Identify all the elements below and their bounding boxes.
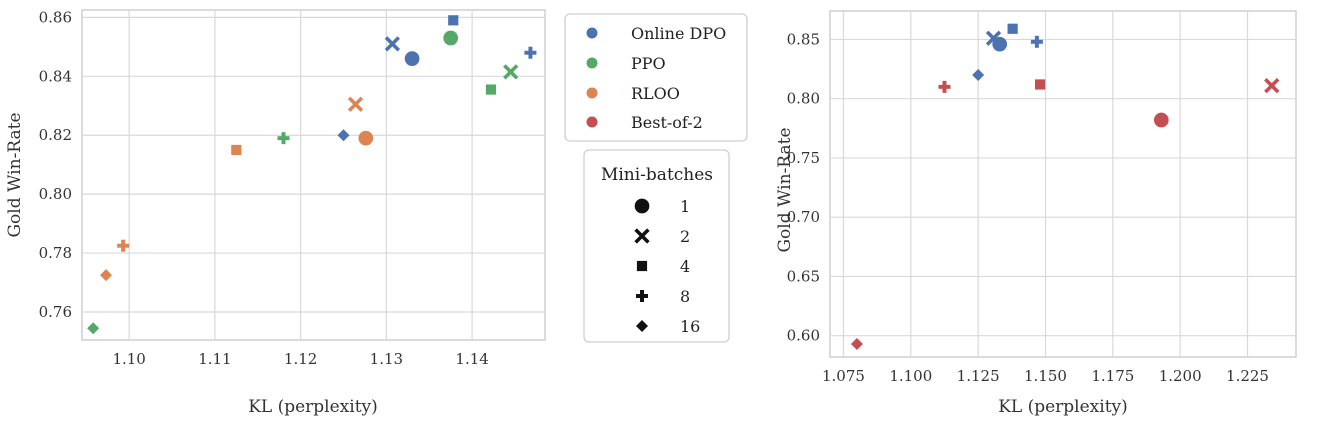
left-x-tick-label: 1.14	[455, 350, 488, 368]
left-x-tick-label: 1.11	[198, 350, 231, 368]
legend-marker-best-of-2	[586, 116, 598, 128]
right-x-tick-label: 1.150	[1024, 367, 1067, 385]
minibatch-legend-label-4: 4	[680, 257, 690, 276]
minibatch-legend-label-1: 1	[680, 197, 690, 216]
right-y-tick-label: 0.70	[787, 208, 820, 226]
minibatch-legend-marker-8	[636, 290, 648, 302]
right-x-tick-labels: 1.075 1.100 1.125 1.150 1.175 1.200 1.225	[822, 367, 1269, 385]
left-point-online-dpo-16	[337, 129, 350, 142]
left-plot-background	[81, 9, 546, 341]
left-point-ppo-1	[443, 30, 459, 46]
right-y-tick-label: 0.75	[787, 149, 820, 167]
left-point-online-dpo-1	[404, 51, 420, 66]
right-point-online-dpo-8	[1030, 35, 1043, 48]
right-x-tick-label: 1.100	[889, 367, 932, 385]
legend-label-rloo: RLOO	[631, 84, 680, 103]
left-point-rloo-16	[100, 269, 113, 282]
right-x-tick-label: 1.075	[822, 367, 865, 385]
left-y-tick-label: 0.82	[39, 126, 72, 144]
left-y-axis-label: Gold Win-Rate	[5, 112, 25, 237]
right-y-tick-label: 0.85	[787, 30, 820, 48]
right-point-online-dpo-4	[1007, 23, 1018, 34]
minibatch-legend-marker-4	[636, 260, 648, 272]
right-y-tick-labels: 0.60 0.65 0.70 0.75 0.80 0.85	[787, 30, 820, 344]
left-gridlines	[82, 10, 545, 340]
minibatch-legend: Mini-batches 1 2 4 8 16	[583, 149, 730, 343]
minibatch-legend-title: Mini-batches	[601, 165, 713, 185]
chart-right: 1.075 1.100 1.125 1.150 1.175 1.200 1.225 0.60…	[775, 10, 1297, 417]
right-plot-background	[829, 10, 1297, 358]
left-y-tick-label: 0.84	[39, 67, 72, 85]
left-point-ppo-4	[485, 84, 497, 95]
minibatch-legend-items: 1 2 4 8 16	[634, 197, 700, 336]
left-y-tick-label: 0.76	[39, 303, 72, 321]
right-y-tick-label: 0.60	[787, 327, 820, 345]
left-point-rloo-8	[117, 239, 130, 252]
left-point-rloo-1	[358, 130, 374, 146]
right-point-best-of-2-4	[1035, 79, 1046, 90]
right-point-best-of-2-2	[1264, 78, 1280, 94]
right-x-tick-label: 1.200	[1159, 367, 1202, 385]
left-point-online-dpo-8	[524, 46, 537, 59]
right-x-tick-label: 1.125	[957, 367, 1000, 385]
left-point-ppo-8	[277, 132, 290, 145]
right-point-best-of-2-1	[1153, 112, 1169, 128]
legend-marker-online-dpo	[586, 27, 598, 39]
left-x-tick-label: 1.10	[112, 350, 145, 368]
right-gridlines	[830, 11, 1296, 357]
left-x-axis-label: KL (perplexity)	[248, 397, 378, 417]
minibatch-legend-box	[583, 149, 730, 343]
left-point-online-dpo-4	[448, 15, 459, 26]
left-y-tick-label: 0.86	[39, 8, 72, 26]
left-point-rloo-2	[347, 96, 364, 112]
minibatch-legend-label-2: 2	[680, 227, 690, 246]
chart-left: 1.10 1.11 1.12 1.13 1.14 0.76 0.78 0.80 0.82 0.8…	[5, 8, 546, 417]
right-y-tick-label: 0.80	[787, 90, 820, 108]
right-point-online-dpo-2	[985, 30, 1002, 46]
left-x-tick-labels: 1.10 1.11 1.12 1.13 1.14	[112, 350, 488, 368]
right-point-online-dpo-16	[972, 68, 985, 81]
minibatch-legend-marker-16	[636, 320, 648, 332]
minibatch-legend-marker-2	[634, 228, 650, 244]
right-point-best-of-2-8	[938, 80, 951, 93]
left-y-tick-label: 0.80	[39, 185, 72, 203]
left-data-points	[87, 15, 537, 335]
right-x-axis-label: KL (perplexity)	[998, 397, 1128, 417]
method-legend-box	[564, 13, 748, 142]
left-point-online-dpo-2	[384, 36, 401, 52]
left-point-rloo-4	[231, 144, 242, 156]
left-x-tick-label: 1.12	[284, 350, 317, 368]
right-data-points	[850, 23, 1280, 350]
right-y-tick-label: 0.65	[787, 267, 820, 285]
minibatch-legend-label-16: 16	[680, 317, 700, 336]
legend-label-best-of-2: Best-of-2	[631, 113, 703, 132]
left-y-tick-label: 0.78	[39, 244, 72, 262]
legend-marker-rloo	[586, 87, 598, 99]
right-x-tick-label: 1.175	[1091, 367, 1134, 385]
legend-label-ppo: PPO	[631, 54, 666, 73]
minibatch-legend-marker-1	[634, 198, 650, 214]
legend-label-online-dpo: Online DPO	[631, 24, 726, 43]
left-x-tick-label: 1.13	[370, 350, 403, 368]
minibatch-legend-label-8: 8	[680, 287, 690, 306]
left-y-tick-labels: 0.76 0.78 0.80 0.82 0.84 0.86	[39, 8, 72, 321]
right-x-tick-label: 1.225	[1226, 367, 1269, 385]
right-point-best-of-2-16	[850, 337, 863, 350]
left-point-ppo-16	[87, 322, 100, 335]
right-y-axis-label: Gold Win-Rate	[775, 127, 795, 252]
left-point-ppo-2	[503, 64, 519, 80]
legend-marker-ppo	[586, 57, 598, 69]
method-legend: Online DPO PPO RLOO Best-of-2	[564, 13, 748, 142]
